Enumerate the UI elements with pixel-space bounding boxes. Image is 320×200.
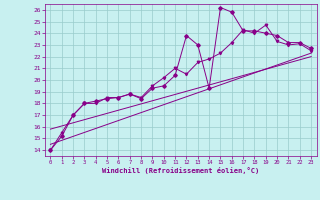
X-axis label: Windchill (Refroidissement éolien,°C): Windchill (Refroidissement éolien,°C) — [102, 167, 260, 174]
